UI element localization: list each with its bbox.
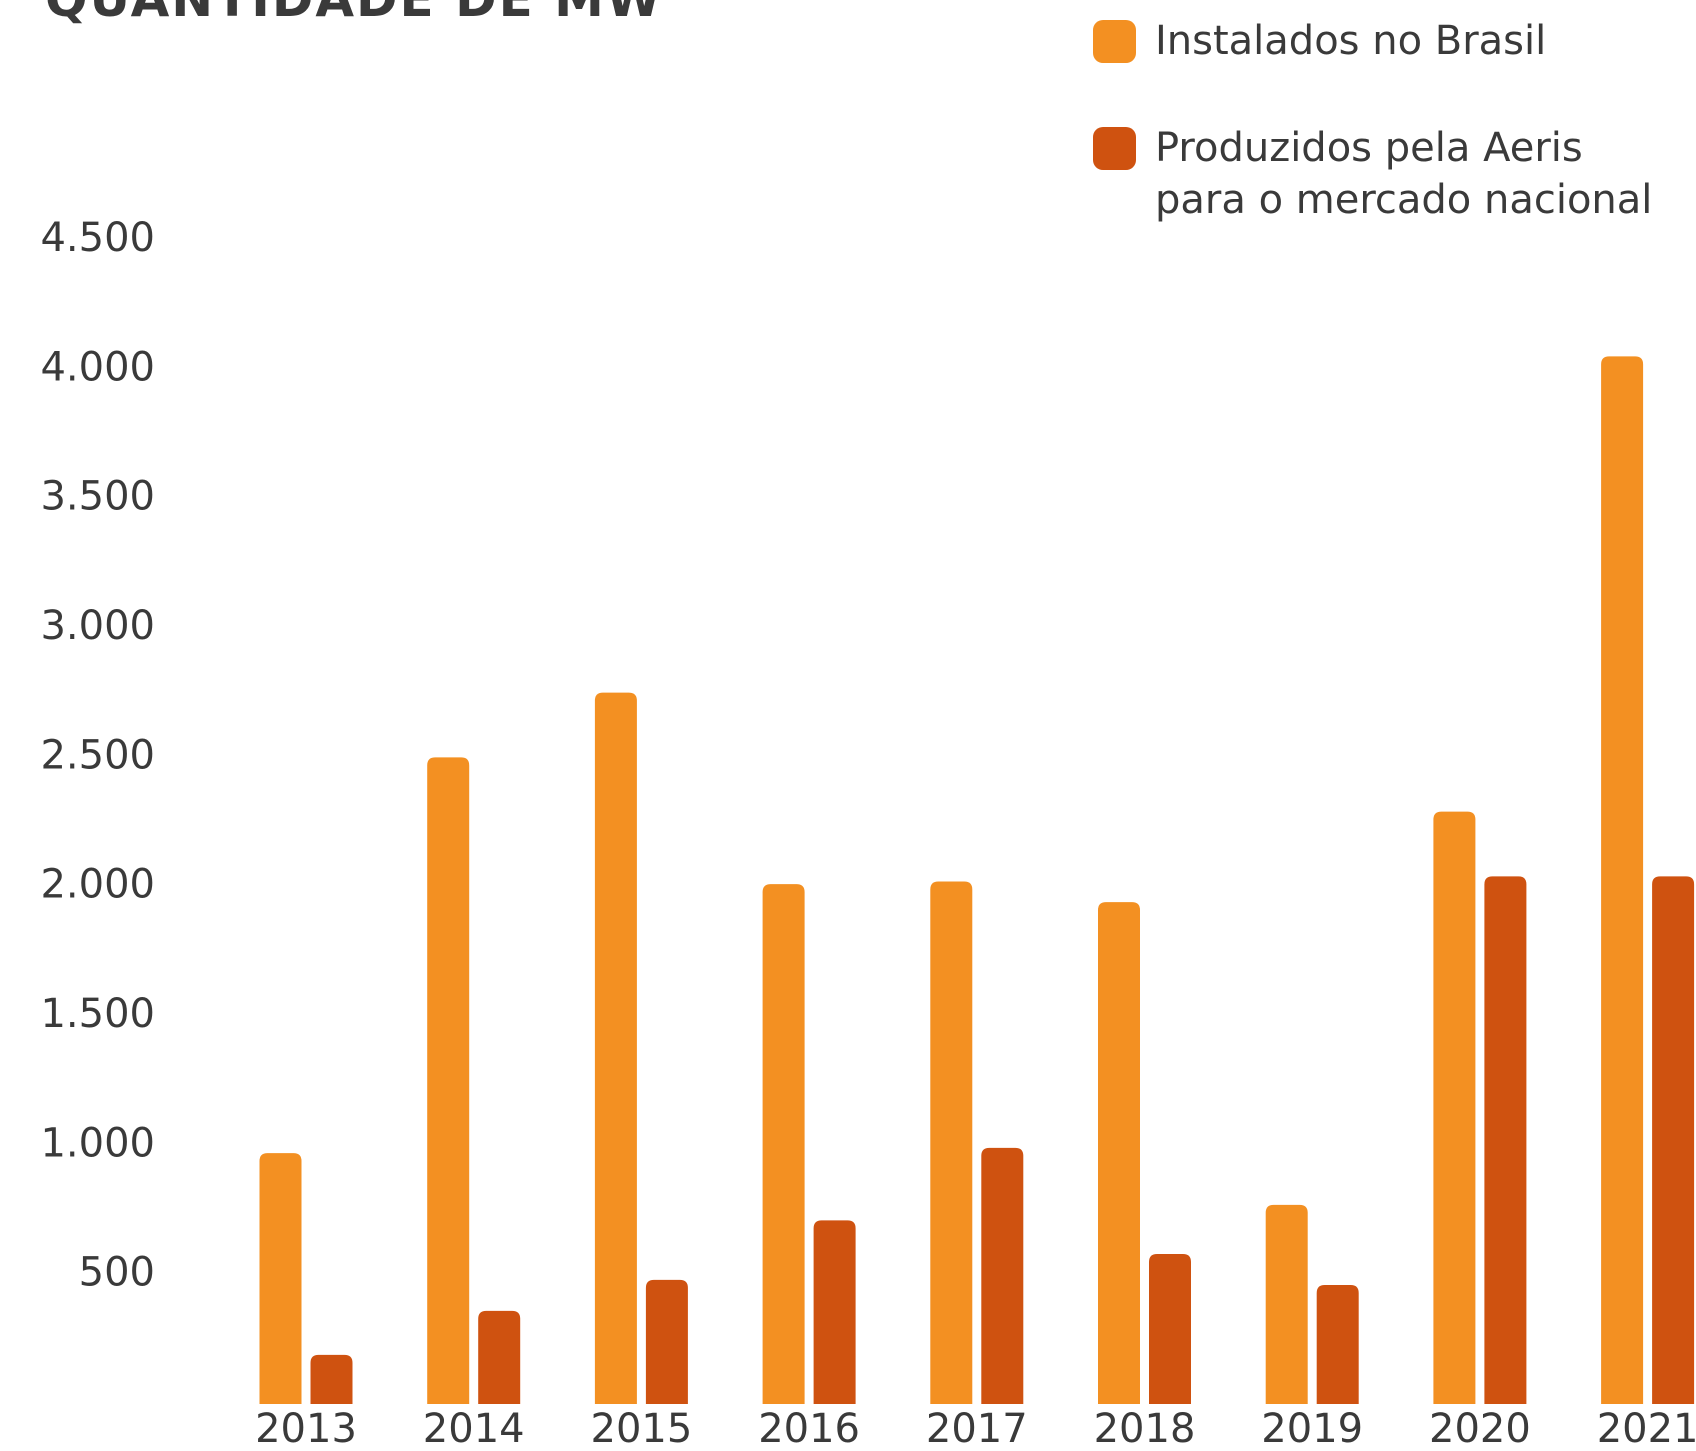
bar	[1601, 356, 1644, 1404]
y-tick-label: 2.000	[40, 862, 155, 908]
x-tick-label: 2017	[926, 1406, 1028, 1451]
y-tick-label: 1.500	[40, 991, 155, 1037]
y-tick-label: 1.000	[40, 1120, 155, 1166]
bar	[1433, 811, 1476, 1404]
x-tick-label: 2014	[423, 1406, 525, 1451]
bar	[930, 881, 973, 1404]
bar	[1149, 1253, 1191, 1404]
x-tick-label: 2019	[1261, 1406, 1363, 1451]
x-tick-label: 2015	[591, 1406, 693, 1451]
legend-swatch	[1093, 127, 1136, 170]
bar	[594, 692, 637, 1404]
y-tick-label: 500	[79, 1250, 155, 1296]
bar	[1652, 876, 1695, 1404]
bar	[1316, 1285, 1359, 1404]
x-tick-label: 2016	[758, 1406, 860, 1451]
x-tick-label: 2018	[1094, 1406, 1196, 1451]
bar	[310, 1354, 353, 1404]
y-tick-label: 2.500	[40, 732, 155, 778]
bar	[1265, 1204, 1308, 1404]
y-tick-label: 4.000	[40, 344, 155, 390]
legend-label: Instalados no Brasil	[1155, 18, 1547, 64]
bar	[478, 1310, 521, 1404]
x-tick-label: 2020	[1429, 1406, 1531, 1451]
y-tick-label: 3.500	[40, 474, 155, 520]
x-tick-label: 2013	[255, 1406, 357, 1451]
x-tick-label: 2021	[1597, 1406, 1696, 1451]
y-tick-label: 3.000	[40, 603, 155, 649]
chart-title: QUANTIDADE DE MW	[45, 0, 663, 28]
bar	[981, 1147, 1024, 1404]
legend-label: Produzidos pela Aeris para o mercado nac…	[1155, 125, 1653, 223]
legend-swatch	[1093, 20, 1136, 63]
bar	[645, 1279, 688, 1404]
bar	[259, 1153, 302, 1404]
bar	[762, 884, 805, 1404]
bar	[1484, 876, 1527, 1404]
y-tick-label: 4.500	[40, 215, 155, 261]
bar	[1098, 902, 1140, 1404]
bar	[427, 757, 470, 1404]
bar	[813, 1220, 856, 1404]
